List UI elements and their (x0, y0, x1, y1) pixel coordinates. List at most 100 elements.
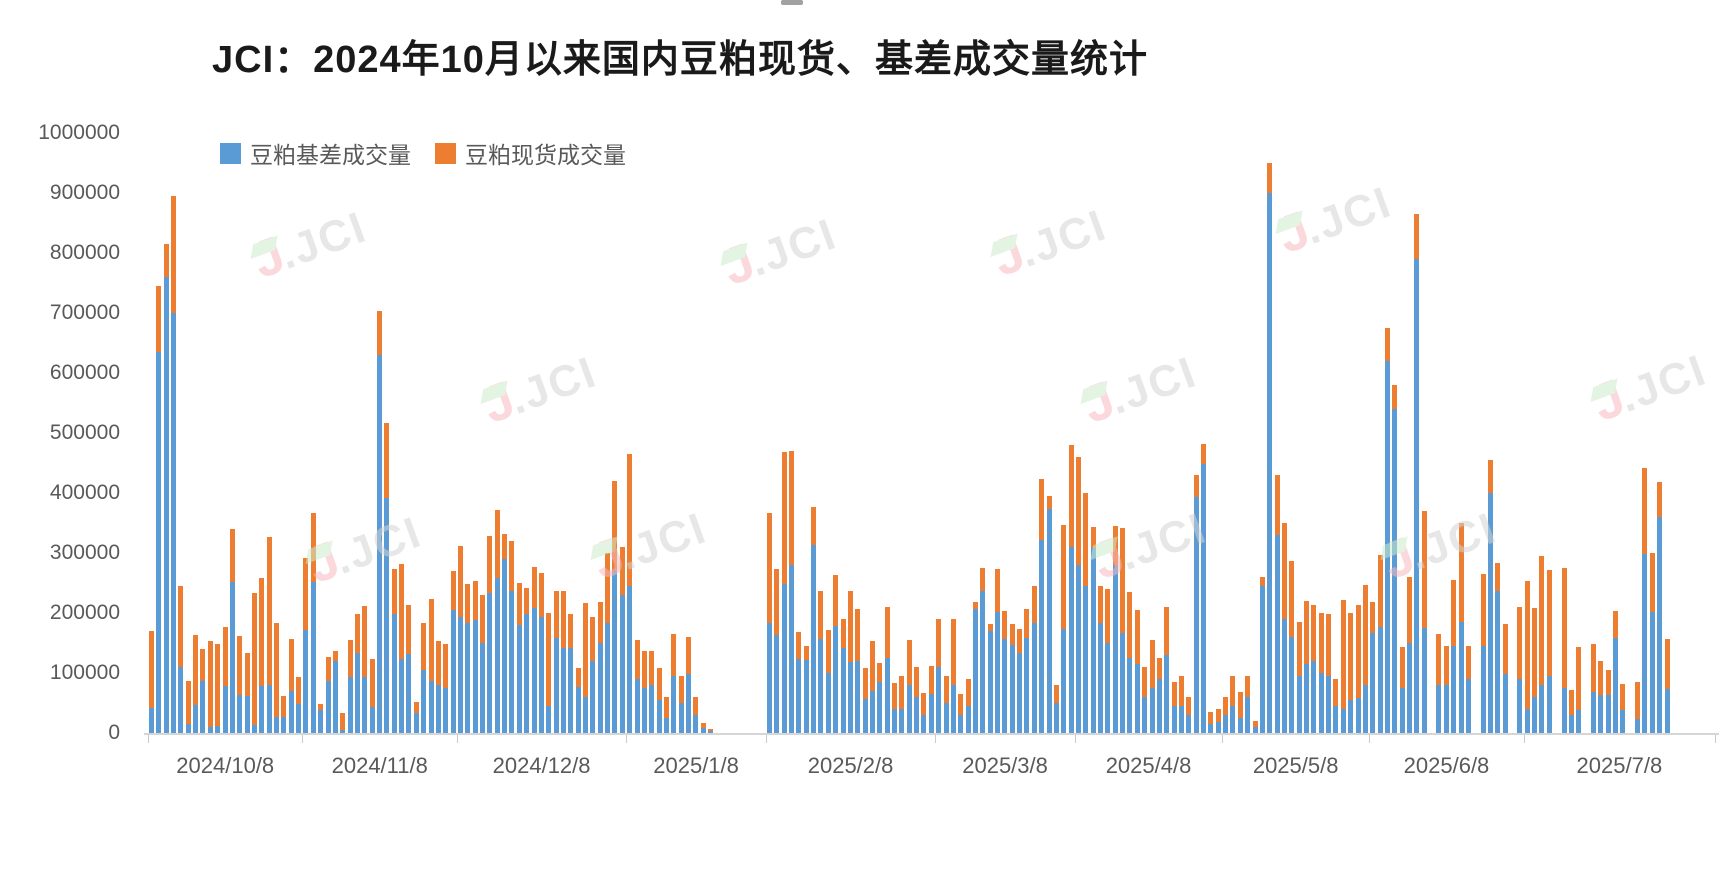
spot-volume-segment (1561, 568, 1567, 688)
spot-volume-segment (325, 656, 331, 681)
basis-volume-segment (921, 715, 927, 733)
basis-volume-segment (472, 620, 478, 733)
spot-volume-segment (774, 568, 780, 636)
basis-volume-segment (708, 731, 714, 733)
spot-volume-segment (1024, 609, 1030, 639)
x-axis-tick (302, 735, 304, 743)
spot-volume-segment (1245, 676, 1251, 697)
basis-volume-segment (980, 591, 986, 733)
spot-volume-segment (1532, 608, 1538, 697)
basis-volume-segment (1620, 709, 1626, 733)
stacked-bar (362, 605, 368, 733)
basis-volume-segment (1201, 463, 1207, 733)
stacked-bar (884, 607, 890, 733)
basis-volume-segment (487, 593, 493, 733)
stacked-bar (413, 701, 419, 733)
stacked-bar (634, 640, 640, 733)
x-axis-tick-label: 2025/5/8 (1252, 753, 1339, 778)
basis-volume-segment (597, 643, 603, 733)
stacked-bar (332, 651, 338, 733)
stacked-bar (538, 572, 544, 733)
spot-volume-segment (693, 697, 699, 715)
basis-volume-segment (1370, 633, 1376, 733)
basis-volume-segment (796, 658, 802, 733)
stacked-bar (229, 529, 235, 733)
spot-volume-segment (1053, 685, 1059, 703)
stacked-bar (546, 613, 552, 733)
spot-volume-segment (914, 667, 920, 697)
top-edge-artifact (781, 0, 803, 5)
stacked-bar (178, 586, 184, 733)
stacked-bar (303, 558, 309, 733)
spot-volume-segment (1355, 605, 1361, 699)
stacked-bar (774, 568, 780, 733)
basis-volume-segment (950, 685, 956, 733)
basis-volume-segment (678, 703, 684, 733)
x-axis-tick (1369, 735, 1371, 743)
stacked-bar (847, 591, 853, 733)
basis-volume-segment (251, 725, 257, 733)
basis-volume-segment (428, 680, 434, 733)
spot-volume-segment (480, 595, 486, 643)
spot-volume-segment (516, 583, 522, 625)
spot-volume-segment (781, 451, 787, 584)
spot-volume-segment (171, 196, 177, 313)
stacked-bar (1480, 574, 1486, 733)
basis-volume-segment (1274, 535, 1280, 733)
stacked-bar (1061, 524, 1067, 733)
basis-volume-segment (1318, 673, 1324, 733)
stacked-bar (384, 422, 390, 733)
spot-volume-segment (987, 624, 993, 631)
basis-volume-segment (310, 581, 316, 733)
spot-volume-segment (605, 553, 611, 623)
stacked-bar (259, 577, 265, 733)
spot-volume-segment (789, 451, 795, 565)
basis-volume-segment (524, 613, 530, 733)
spot-volume-segment (1009, 624, 1015, 645)
basis-volume-segment (943, 703, 949, 733)
legend-label-basis: 豆粕基差成交量 (250, 142, 411, 168)
spot-volume-segment (1399, 647, 1405, 688)
stacked-bar (1605, 670, 1611, 733)
stacked-bar (163, 244, 169, 733)
stacked-bar (1230, 676, 1236, 733)
basis-volume-segment (163, 277, 169, 733)
spot-volume-segment (1274, 475, 1280, 535)
spot-volume-segment (509, 541, 515, 592)
spot-volume-segment (1664, 639, 1670, 689)
stacked-bar (1642, 468, 1648, 733)
stacked-bar (686, 637, 692, 733)
spot-volume-segment (1120, 527, 1126, 633)
stacked-bar (943, 676, 949, 733)
spot-volume-segment (1443, 646, 1449, 685)
spot-volume-segment (531, 566, 537, 609)
stacked-bar (1333, 679, 1339, 733)
x-axis-tick (1715, 735, 1716, 743)
basis-volume-segment (1635, 718, 1641, 733)
spot-volume-segment (1039, 479, 1045, 540)
basis-volume-segment (1017, 653, 1023, 733)
basis-volume-segment (1193, 496, 1199, 733)
spot-volume-segment (1649, 553, 1655, 612)
stacked-bar (612, 481, 618, 733)
stacked-bar (597, 601, 603, 733)
basis-volume-segment (656, 700, 662, 733)
spot-volume-segment (259, 577, 265, 687)
stacked-bar (274, 622, 280, 733)
basis-volume-segment (1009, 644, 1015, 733)
basis-volume-segment (1046, 509, 1052, 733)
spot-volume-segment (1215, 709, 1221, 723)
basis-volume-segment (1642, 553, 1648, 733)
x-axis-tick-label: 2024/11/8 (331, 753, 428, 778)
basis-volume-segment (1208, 724, 1214, 733)
spot-volume-segment (178, 586, 184, 667)
y-axis-tick-label: 600000 (49, 361, 120, 384)
spot-volume-segment (281, 696, 287, 718)
stacked-bar (1090, 526, 1096, 733)
basis-volume-segment (840, 648, 846, 733)
x-axis-tick (1074, 735, 1076, 743)
basis-volume-segment (347, 677, 353, 733)
spot-volume-segment (494, 509, 500, 579)
y-axis-tick-label: 0 (108, 721, 120, 744)
spot-volume-segment (391, 568, 397, 614)
